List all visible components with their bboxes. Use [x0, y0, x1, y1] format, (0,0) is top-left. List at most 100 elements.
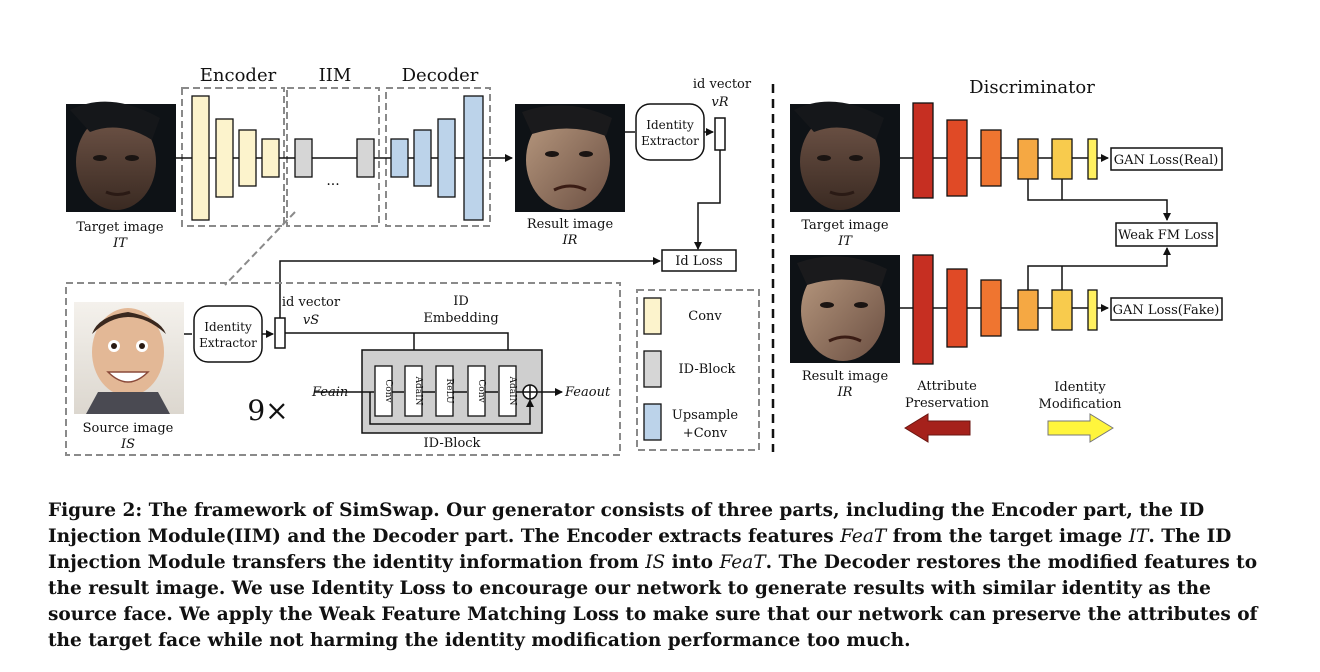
- caption-math-fea-t-2: FeaT: [719, 552, 766, 573]
- layer-label-5: AdaIN: [507, 375, 517, 405]
- disc-real-layer-2: [946, 119, 968, 197]
- decoder-up-1: [390, 138, 409, 178]
- gan-loss-real-label: GAN Loss(Real): [1114, 153, 1219, 168]
- disc-real-layer-1: [912, 102, 934, 199]
- gan-loss-real-box: [1110, 147, 1223, 171]
- id-modification-line1: Identity: [1054, 380, 1106, 395]
- decoder-up-2: [413, 129, 432, 187]
- layer-adain-1: [404, 365, 423, 417]
- weak-fm-loss-label: Weak FM Loss: [1118, 228, 1214, 243]
- decoder-up-3: [437, 118, 456, 198]
- disc-target-photo: [790, 101, 900, 212]
- legend-upsample-line1: Upsample: [672, 408, 739, 423]
- layer-conv-2: [467, 365, 486, 417]
- legend-box: [636, 289, 760, 451]
- caption-part-3: . The ID Injection Module transfers the …: [48, 526, 1232, 573]
- decoder-up-4: [463, 95, 484, 221]
- iim-detail-box: [65, 282, 621, 456]
- disc-fake-layer-5: [1051, 289, 1073, 331]
- caption-part-1: Figure 2: The framework of SimSwap. Our …: [48, 500, 1205, 547]
- source-image-label: Source image: [83, 421, 174, 436]
- gan-loss-fake-box: [1110, 297, 1223, 321]
- result-image-symbol: IR: [562, 233, 578, 248]
- id-vector-bottom-label: id vector: [282, 295, 341, 310]
- id-block-label: ID-Block: [424, 436, 481, 451]
- legend-conv-label: Conv: [688, 309, 722, 324]
- disc-result-label: Result image: [802, 369, 889, 384]
- legend-idblock-label: ID-Block: [679, 362, 736, 377]
- disc-result-symbol: IR: [837, 385, 853, 400]
- encoder-box: [181, 87, 285, 227]
- identity-extractor-top-line1: Identity: [646, 118, 694, 132]
- simswap-framework-diagram: Encoder IIM Decoder Target image IT ...: [65, 65, 1223, 456]
- disc-target-label: Target image: [801, 218, 889, 233]
- encoder-conv-blocks: [191, 95, 280, 221]
- result-image-label: Result image: [527, 217, 614, 232]
- caption-math-i-t: IT: [1128, 526, 1149, 547]
- fea-out-label: Feaout: [564, 385, 611, 400]
- encoder-label: Encoder: [200, 65, 277, 86]
- encoder-conv-2: [215, 118, 234, 198]
- id-embedding-line2: Embedding: [423, 311, 498, 326]
- layer-label-2: AdaIN: [413, 375, 423, 405]
- disc-real-layer-3: [980, 129, 1002, 187]
- target-image-symbol: IT: [112, 236, 128, 251]
- identity-extractor-top: [635, 103, 705, 161]
- gan-loss-fake-label: GAN Loss(Fake): [1113, 303, 1220, 318]
- id-loss-box: [661, 249, 737, 272]
- iim-blocks: [294, 138, 375, 178]
- disc-fake-layer-3: [980, 279, 1002, 337]
- disc-fake-layer-4: [1017, 289, 1039, 331]
- iim-zoom-line: [224, 211, 296, 286]
- identity-extractor-bottom: [193, 305, 263, 363]
- id-block-layers: [374, 365, 517, 417]
- layer-label-4: Conv: [476, 379, 486, 403]
- id-vector-top-label: id vector: [693, 77, 752, 92]
- target-image-photo: [66, 101, 176, 212]
- caption-part-4: into: [665, 552, 720, 573]
- fm-fake-feature-line: [1027, 247, 1171, 290]
- encoder-conv-4: [261, 138, 280, 178]
- disc-fake-layer-2: [946, 268, 968, 348]
- sum-node: [522, 384, 538, 400]
- caption-part-5: . The Decoder restores the modified feat…: [48, 552, 1258, 651]
- caption-math-fea-t: FeaT: [840, 526, 887, 547]
- source-image-symbol: IS: [120, 437, 135, 452]
- discriminator-label: Discriminator: [969, 77, 1095, 98]
- layer-relu: [435, 365, 454, 417]
- id-block-layer-labels: Conv AdaIN ReLU Conv AdaIN: [383, 375, 517, 405]
- id-modification-arrow: [1047, 413, 1114, 443]
- weak-fm-loss-box: [1115, 222, 1218, 247]
- id-loss-label: Id Loss: [675, 254, 722, 269]
- attr-preservation-line2: Preservation: [905, 396, 990, 411]
- caption-math-i-s: IS: [645, 552, 666, 573]
- decoder-upsample-blocks: [390, 95, 484, 221]
- layer-conv-1: [374, 365, 393, 417]
- legend-upsample-line2: +Conv: [683, 426, 728, 441]
- iim-box: [286, 87, 380, 227]
- identity-extractor-bottom-line2: Extractor: [199, 336, 257, 350]
- vr-to-idloss-arrow: [694, 150, 721, 250]
- layer-label-1: Conv: [383, 379, 393, 403]
- disc-real-layer-6: [1087, 138, 1098, 180]
- iim-block-1: [294, 138, 313, 178]
- disc-real-layer-4: [1017, 138, 1039, 180]
- iim-dots: ...: [326, 173, 339, 189]
- disc-target-symbol: IT: [837, 234, 853, 249]
- nine-times-label: 9×: [247, 394, 288, 427]
- disc-fake-layer-6: [1087, 289, 1098, 331]
- identity-extractor-top-line2: Extractor: [641, 134, 699, 148]
- layer-adain-2: [498, 365, 517, 417]
- layer-label-3: ReLU: [444, 378, 454, 404]
- caption-part-2: from the target image: [886, 526, 1129, 547]
- legend-upsample-swatch: [643, 403, 662, 441]
- target-image-label: Target image: [76, 220, 164, 235]
- disc-fake-blocks: [912, 254, 1098, 365]
- id-vector-top-symbol: vR: [711, 95, 728, 110]
- encoder-conv-1: [191, 95, 210, 221]
- attr-preservation-arrow: [904, 413, 971, 443]
- result-image-photo: [515, 104, 625, 212]
- iim-block-2: [356, 138, 375, 178]
- encoder-conv-3: [238, 129, 257, 187]
- source-image-photo: [74, 302, 184, 414]
